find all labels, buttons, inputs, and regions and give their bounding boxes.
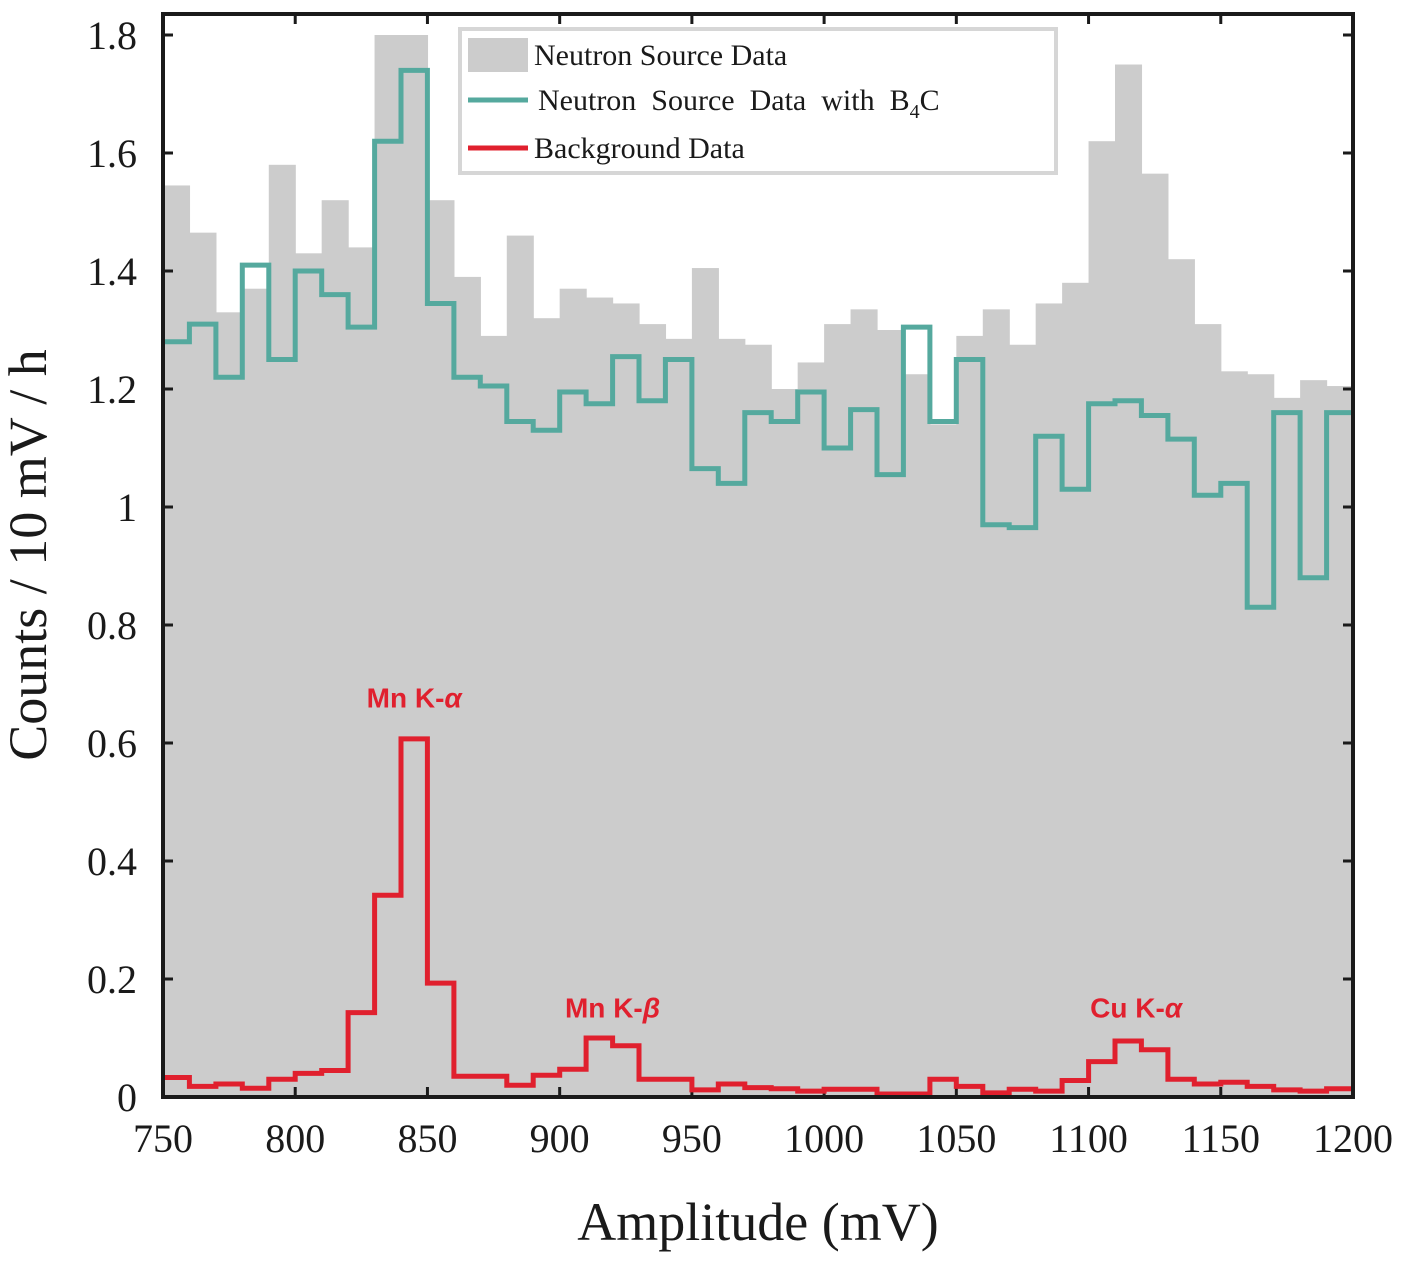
legend-label-neutron: Neutron Source Data [534, 39, 787, 72]
neutron-bar [929, 424, 957, 1097]
neutron-bar [1062, 282, 1090, 1097]
background-series-line [163, 736, 1353, 1097]
neutron-bar [1115, 64, 1143, 1097]
neutron-bar [559, 288, 587, 1097]
neutron-bars-group [163, 35, 1354, 1098]
x-tick-label: 800 [265, 1116, 325, 1161]
neutron-bar [797, 362, 825, 1097]
neutron-bar [744, 344, 772, 1097]
y-tick-label: 1.8 [87, 13, 137, 58]
x-axis-title: Amplitude (mV) [577, 1192, 938, 1252]
peak-annotation: Cu K-α [1090, 992, 1184, 1023]
neutron-bar [982, 309, 1010, 1098]
legend-label-b4c-main: Neutron Source Data with B [538, 84, 910, 117]
neutron-bar [903, 374, 931, 1097]
neutron-bar [348, 247, 376, 1097]
neutron-bar [189, 232, 217, 1097]
neutron-bar [665, 338, 693, 1098]
x-tick-labels: 750 800 850 900 950 1000 1050 1100 1150 1200 [133, 1116, 1393, 1161]
neutron-bar [1141, 173, 1169, 1097]
neutron-bar [374, 35, 402, 1097]
y-tick-label: 1.6 [87, 131, 137, 176]
x-tick-label: 1100 [1049, 1116, 1128, 1161]
peak-line: K- [613, 992, 643, 1023]
neutron-bar [295, 253, 323, 1098]
y-tick-labels: 0 0.2 0.4 0.6 0.8 1 1.2 1.4 1.6 1.8 [87, 13, 137, 1120]
neutron-bar [1247, 374, 1275, 1097]
legend-label-b4c-subscript: 4 [910, 101, 920, 123]
neutron-bar [242, 288, 270, 1097]
legend-box [458, 27, 1058, 175]
neutron-bar [691, 268, 719, 1097]
b4c-series-line [163, 67, 1353, 610]
neutron-bar [480, 335, 508, 1097]
peak-greek: β [642, 992, 660, 1023]
neutron-bar [1300, 380, 1328, 1097]
x-tick-label: 1150 [1182, 1116, 1261, 1161]
y-tick-label: 0.6 [87, 721, 137, 766]
peak-annotations: Mn K-αMn K-β Cu K-α [367, 683, 1184, 1024]
neutron-bar [533, 318, 561, 1097]
neutron-bar [506, 235, 534, 1098]
legend-label-background: Background Data [534, 132, 745, 165]
neutron-bar [1009, 344, 1037, 1097]
neutron-bar [771, 389, 799, 1097]
x-tick-label: 950 [662, 1116, 722, 1161]
y-tick-label: 0.4 [87, 839, 137, 884]
peak-element: Mn [565, 992, 613, 1023]
x-tick-label: 750 [133, 1116, 193, 1161]
y-tick-label: 1.2 [87, 367, 137, 412]
neutron-bar [824, 324, 852, 1098]
legend-label-b4c: Neutron Source Data with B4C [538, 84, 940, 123]
neutron-bar [427, 200, 455, 1097]
legend-swatch-neutron [468, 38, 528, 72]
x-tick-label: 850 [397, 1116, 457, 1161]
neutron-bar [1167, 259, 1195, 1097]
neutron-bar [877, 330, 905, 1097]
neutron-bar [850, 309, 878, 1098]
neutron-bar [1273, 397, 1301, 1098]
neutron-bar [1220, 371, 1248, 1097]
legend-label-b4c-tail: C [920, 84, 940, 117]
y-axis-title: Counts / 10 mV / h [0, 349, 58, 761]
neutron-bar [401, 35, 429, 1097]
y-tick-label: 0 [117, 1075, 137, 1120]
peak-greek: α [444, 683, 463, 714]
neutron-bar [718, 338, 746, 1098]
peak-element: Cu [1090, 992, 1135, 1023]
peak-element: Mn [367, 683, 415, 714]
neutron-bar [453, 276, 481, 1097]
neutron-bar [1088, 141, 1116, 1097]
x-tick-label: 1050 [916, 1116, 996, 1161]
neutron-bar [639, 324, 667, 1098]
plot-frame [161, 12, 1355, 1099]
neutron-bar [586, 297, 614, 1097]
y-tick-label: 1.4 [87, 249, 137, 294]
neutron-bar [321, 200, 349, 1097]
y-tick-label: 1 [117, 485, 137, 530]
neutron-bar [1035, 303, 1063, 1097]
x-tick-label: 900 [530, 1116, 590, 1161]
peak-line: K- [415, 683, 445, 714]
x-tick-label: 1200 [1313, 1116, 1393, 1161]
neutron-bar [956, 335, 984, 1097]
peak-annotation: Mn K-β [565, 992, 660, 1023]
legend: Neutron Source Data Neutron Source Data … [458, 27, 1058, 175]
peak-line: K- [1135, 992, 1165, 1023]
peak-greek: α [1165, 992, 1184, 1023]
neutron-bar [268, 164, 296, 1098]
neutron-bar [163, 185, 191, 1097]
peak-annotation: Mn K-α [367, 683, 464, 714]
neutron-bar [1194, 324, 1222, 1098]
x-tick-label: 1000 [784, 1116, 864, 1161]
y-tick-label: 0.8 [87, 603, 137, 648]
neutron-bar [612, 303, 640, 1097]
neutron-bar [215, 312, 243, 1097]
y-tick-label: 0.2 [87, 957, 137, 1002]
